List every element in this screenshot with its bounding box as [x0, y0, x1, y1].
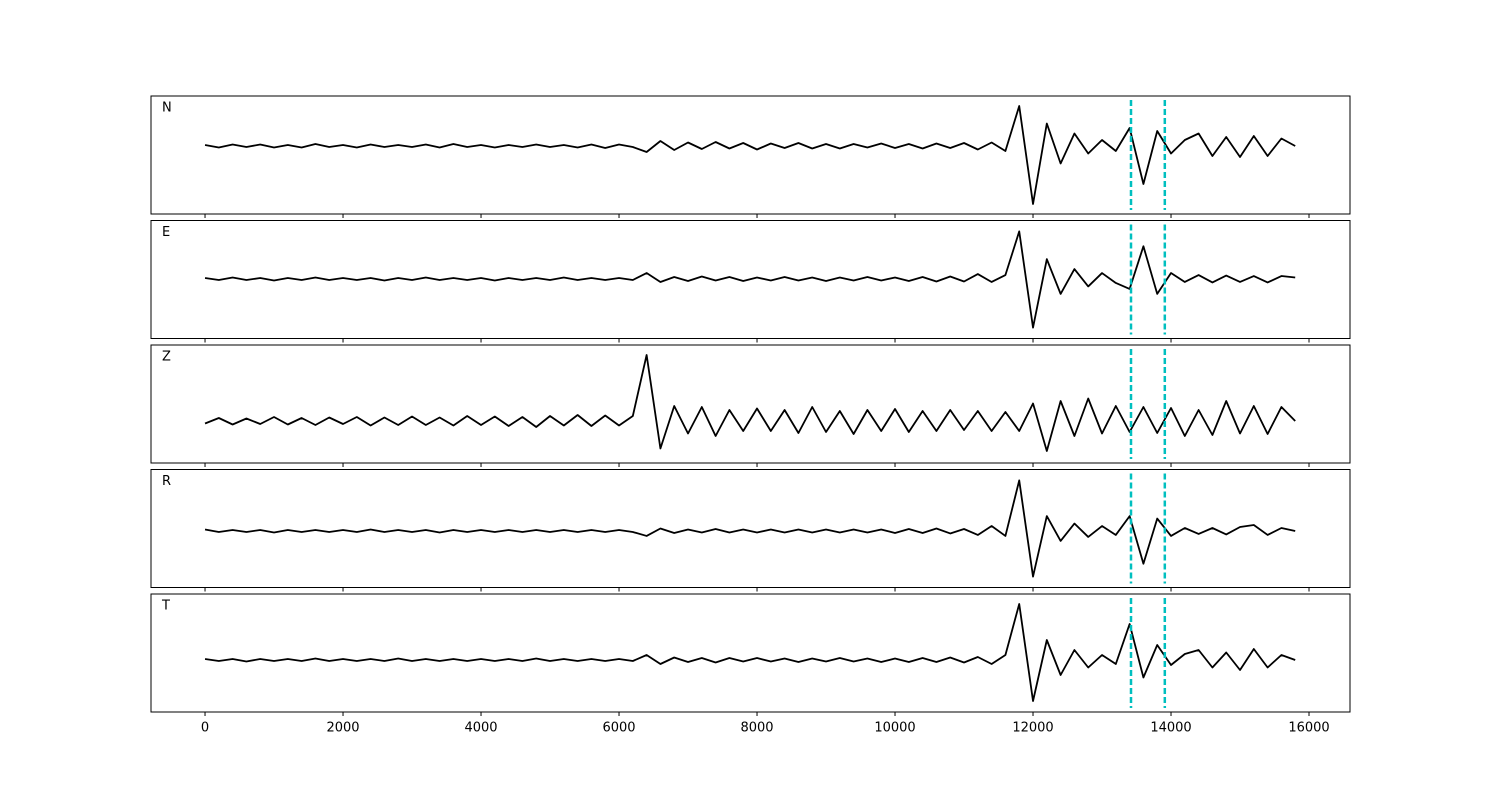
x-tick-label: 10000: [874, 721, 915, 736]
panel-label: Z: [162, 350, 171, 365]
panel-frame: [150, 344, 1351, 464]
x-tick-label: 2000: [326, 721, 359, 736]
panel-label: T: [161, 599, 170, 614]
x-tick-label: 8000: [740, 721, 773, 736]
trace: [204, 230, 1296, 329]
panel-frame: [150, 95, 1351, 215]
x-tick-label: 16000: [1288, 721, 1329, 736]
trace: [204, 479, 1296, 578]
x-tick-label: 12000: [1012, 721, 1053, 736]
panel-frame: [150, 593, 1351, 713]
x-tick-label: 0: [201, 721, 209, 736]
x-tick-label: 6000: [602, 721, 635, 736]
panel-label: N: [162, 101, 172, 116]
panel-frame: [150, 220, 1351, 339]
panel-label: R: [162, 474, 171, 489]
trace: [204, 603, 1296, 702]
trace: [204, 105, 1296, 205]
trace: [204, 354, 1296, 452]
panel-label: E: [162, 225, 170, 240]
x-tick-label: 14000: [1150, 721, 1191, 736]
x-tick-label: 4000: [464, 721, 497, 736]
panel-frame: [150, 469, 1351, 588]
